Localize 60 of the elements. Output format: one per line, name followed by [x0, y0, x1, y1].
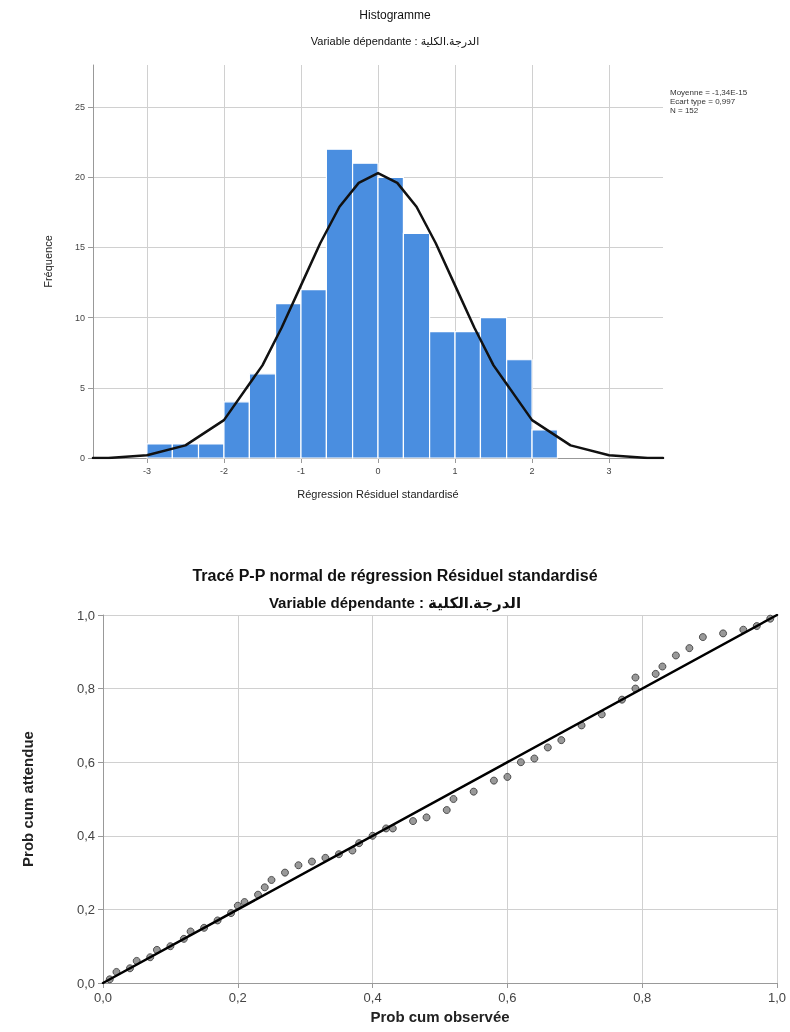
point	[409, 817, 418, 826]
point	[294, 861, 303, 870]
x-tick-label: 0,8	[633, 990, 652, 1005]
y-tick-label: 0,6	[76, 754, 95, 770]
y-tick-label: 1,0	[76, 607, 95, 623]
point	[489, 776, 498, 785]
chart-title: Tracé P-P normal de régression Résiduel standardisé	[192, 566, 598, 584]
point	[449, 795, 458, 803]
x-tick-label: 0,2	[228, 990, 247, 1005]
y-axis-title: Fréquence	[41, 235, 54, 288]
point	[516, 758, 525, 767]
point	[685, 644, 694, 653]
x-tick-label: -1	[296, 465, 305, 476]
point	[631, 673, 640, 682]
point	[422, 813, 431, 822]
point	[469, 787, 478, 796]
y-tick-label: 10	[74, 312, 85, 323]
point	[698, 633, 707, 642]
point	[671, 651, 680, 660]
x-tick-label: 1,0	[767, 990, 787, 1005]
point	[543, 743, 552, 752]
text: Ecart type = 0,997	[670, 96, 736, 106]
point	[280, 868, 289, 877]
y-axis-title: Prob cum attendue	[19, 731, 36, 867]
x-tick-label: 0	[375, 465, 381, 476]
y-tick-label: 20	[74, 172, 85, 183]
y-tick-label: 0,2	[76, 901, 95, 917]
x-tick-label: 3	[606, 465, 612, 476]
point	[651, 669, 660, 678]
x-tick-label: 0,4	[363, 990, 382, 1005]
text: N = 152	[670, 105, 699, 115]
text: Moyenne = -1,34E-15	[670, 87, 748, 97]
x-tick-label: 0,6	[498, 990, 517, 1005]
point	[112, 967, 121, 976]
point	[260, 883, 269, 892]
point	[442, 806, 451, 815]
x-tick-label: -3	[142, 465, 151, 476]
x-tick-label: 0,0	[93, 990, 113, 1005]
y-tick-label: 5	[79, 382, 85, 393]
x-tick-label: 1	[452, 465, 458, 476]
x-axis-title: Régression Résiduel standardisé	[297, 487, 459, 500]
chart-subtitle: Variable dépendante : الدرجة.الكلية	[268, 594, 522, 612]
point	[530, 754, 539, 763]
y-tick-label: 0,0	[76, 975, 95, 991]
x-axis-title: Prob cum observée	[370, 1008, 510, 1025]
x-tick-label: 2	[529, 465, 535, 476]
point	[267, 875, 276, 884]
point	[658, 662, 667, 671]
point	[503, 772, 512, 781]
y-tick-label: 0,8	[76, 681, 95, 697]
y-tick-label: 25	[74, 102, 85, 113]
point	[557, 736, 566, 745]
point	[719, 629, 728, 638]
y-tick-label: 0,4	[76, 828, 95, 844]
y-tick-label: 15	[74, 242, 85, 253]
chart-title: Histogramme	[359, 8, 431, 22]
x-tick-label: -2	[219, 465, 228, 476]
point	[307, 857, 316, 866]
y-tick-label: 0	[79, 453, 85, 463]
chart-subtitle: Variable dépendante : الدرجة.الكلية	[310, 34, 480, 48]
